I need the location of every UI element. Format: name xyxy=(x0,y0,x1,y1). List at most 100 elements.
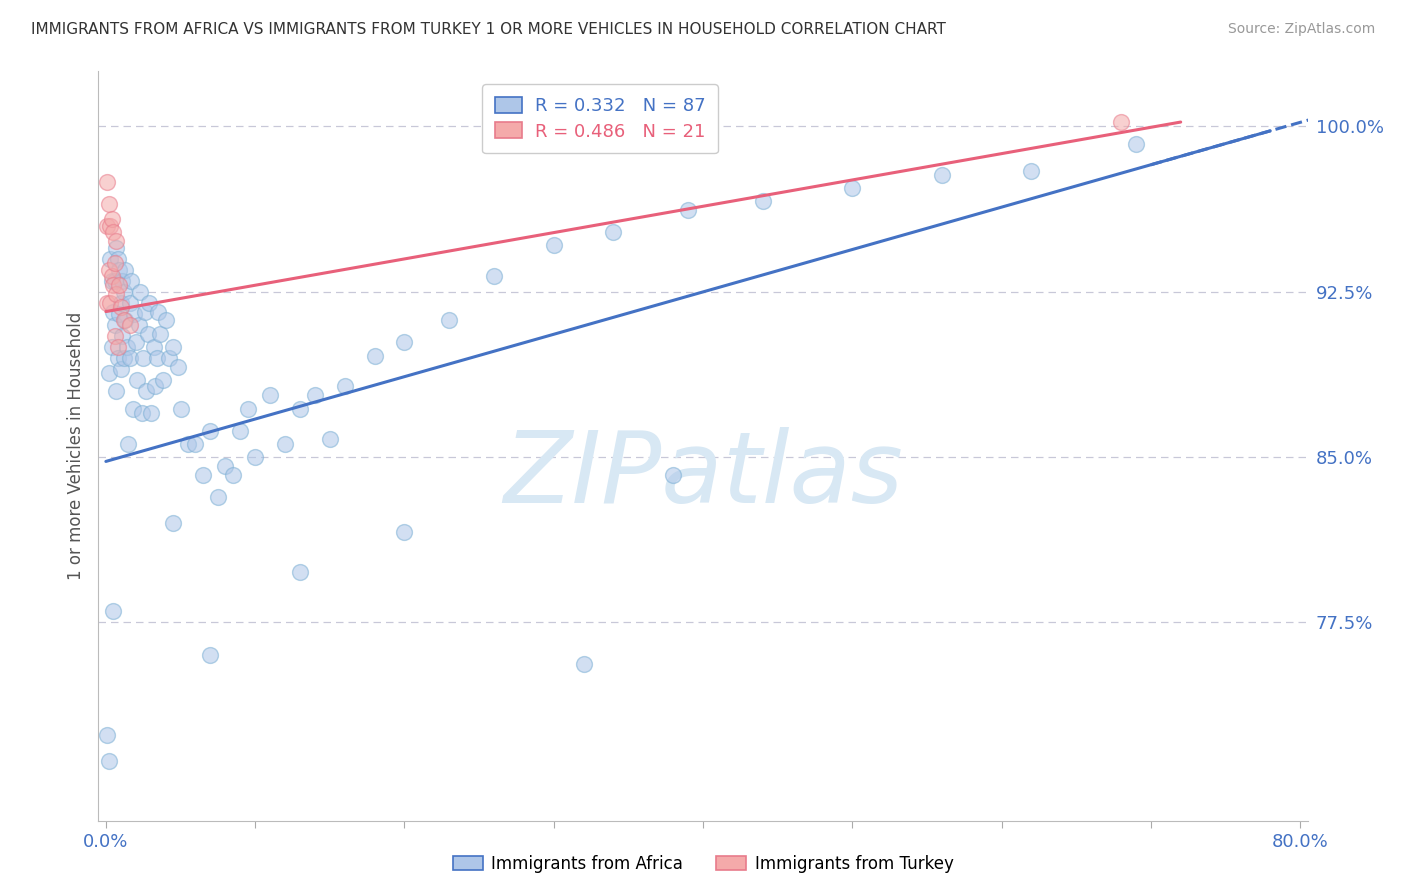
Point xyxy=(103,604,125,618)
Text: Source: ZipAtlas.com: Source: ZipAtlas.com xyxy=(1227,22,1375,37)
Text: IMMIGRANTS FROM AFRICA VS IMMIGRANTS FROM TURKEY 1 OR MORE VEHICLES IN HOUSEHOLD: IMMIGRANTS FROM AFRICA VS IMMIGRANTS FRO… xyxy=(31,22,946,37)
Point xyxy=(333,379,356,393)
Point xyxy=(112,351,135,365)
Point xyxy=(114,262,136,277)
Point xyxy=(120,274,142,288)
Point xyxy=(98,219,121,233)
Y-axis label: 1 or more Vehicles in Household: 1 or more Vehicles in Household xyxy=(67,312,86,580)
Point xyxy=(108,278,131,293)
Point xyxy=(101,212,124,227)
Point xyxy=(111,274,134,288)
Point xyxy=(132,351,155,365)
Point xyxy=(222,467,245,482)
Point xyxy=(243,450,266,464)
Point xyxy=(103,304,125,318)
Point xyxy=(97,196,120,211)
Point xyxy=(121,401,143,416)
Point xyxy=(96,175,118,189)
Point xyxy=(101,269,124,284)
Point xyxy=(108,307,131,321)
Point xyxy=(676,203,699,218)
Point xyxy=(157,351,180,365)
Legend: Immigrants from Africa, Immigrants from Turkey: Immigrants from Africa, Immigrants from … xyxy=(446,848,960,880)
Point xyxy=(104,274,127,288)
Point xyxy=(482,269,505,284)
Point xyxy=(1125,137,1147,152)
Point xyxy=(166,359,188,374)
Legend: R = 0.332   N = 87, R = 0.486   N = 21: R = 0.332 N = 87, R = 0.486 N = 21 xyxy=(482,84,718,153)
Point xyxy=(1109,115,1132,129)
Point xyxy=(108,262,131,277)
Point xyxy=(191,467,214,482)
Point xyxy=(184,437,207,451)
Point xyxy=(107,340,129,354)
Point xyxy=(319,433,342,447)
Point xyxy=(97,754,120,768)
Point xyxy=(152,373,174,387)
Point xyxy=(104,256,127,270)
Point xyxy=(103,225,125,239)
Point xyxy=(104,318,127,332)
Point xyxy=(1021,163,1043,178)
Point xyxy=(931,168,953,182)
Point xyxy=(543,238,565,252)
Point xyxy=(139,406,162,420)
Point xyxy=(274,437,297,451)
Point xyxy=(146,304,169,318)
Point xyxy=(200,424,222,438)
Point xyxy=(214,458,236,473)
Point xyxy=(841,181,863,195)
Point xyxy=(128,318,150,332)
Point xyxy=(107,351,129,365)
Point xyxy=(115,340,138,354)
Point xyxy=(112,313,135,327)
Point xyxy=(101,340,124,354)
Point xyxy=(135,384,157,398)
Point xyxy=(111,328,134,343)
Point xyxy=(122,307,145,321)
Point xyxy=(118,295,141,310)
Point xyxy=(98,252,121,266)
Point xyxy=(125,335,148,350)
Point xyxy=(394,335,416,350)
Point xyxy=(96,728,118,742)
Point xyxy=(110,295,132,310)
Point xyxy=(200,648,222,663)
Point xyxy=(97,262,120,277)
Point xyxy=(105,241,128,255)
Point xyxy=(134,304,156,318)
Point xyxy=(107,252,129,266)
Point xyxy=(169,401,191,416)
Point xyxy=(110,300,132,314)
Point xyxy=(162,340,184,354)
Point xyxy=(149,326,172,341)
Point xyxy=(155,313,177,327)
Point xyxy=(145,351,167,365)
Point xyxy=(394,524,416,539)
Point xyxy=(110,362,132,376)
Point xyxy=(439,313,461,327)
Point xyxy=(112,285,135,299)
Point xyxy=(118,318,141,332)
Point xyxy=(138,295,160,310)
Point xyxy=(97,366,120,380)
Point xyxy=(103,278,125,293)
Point xyxy=(259,388,281,402)
Point xyxy=(751,194,773,209)
Point xyxy=(131,406,153,420)
Point xyxy=(104,328,127,343)
Point xyxy=(602,225,624,239)
Point xyxy=(236,401,259,416)
Point xyxy=(96,295,118,310)
Point xyxy=(129,285,152,299)
Point xyxy=(136,326,159,341)
Point xyxy=(363,349,385,363)
Point xyxy=(288,401,311,416)
Point xyxy=(229,424,252,438)
Point xyxy=(117,437,139,451)
Point xyxy=(96,219,118,233)
Point xyxy=(98,295,121,310)
Point xyxy=(662,467,685,482)
Point xyxy=(572,657,595,672)
Point xyxy=(105,287,128,301)
